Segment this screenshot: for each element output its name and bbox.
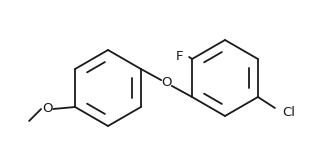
Text: F: F bbox=[176, 51, 183, 63]
Text: O: O bbox=[161, 76, 172, 90]
Text: O: O bbox=[42, 102, 52, 116]
Text: Cl: Cl bbox=[282, 105, 295, 118]
